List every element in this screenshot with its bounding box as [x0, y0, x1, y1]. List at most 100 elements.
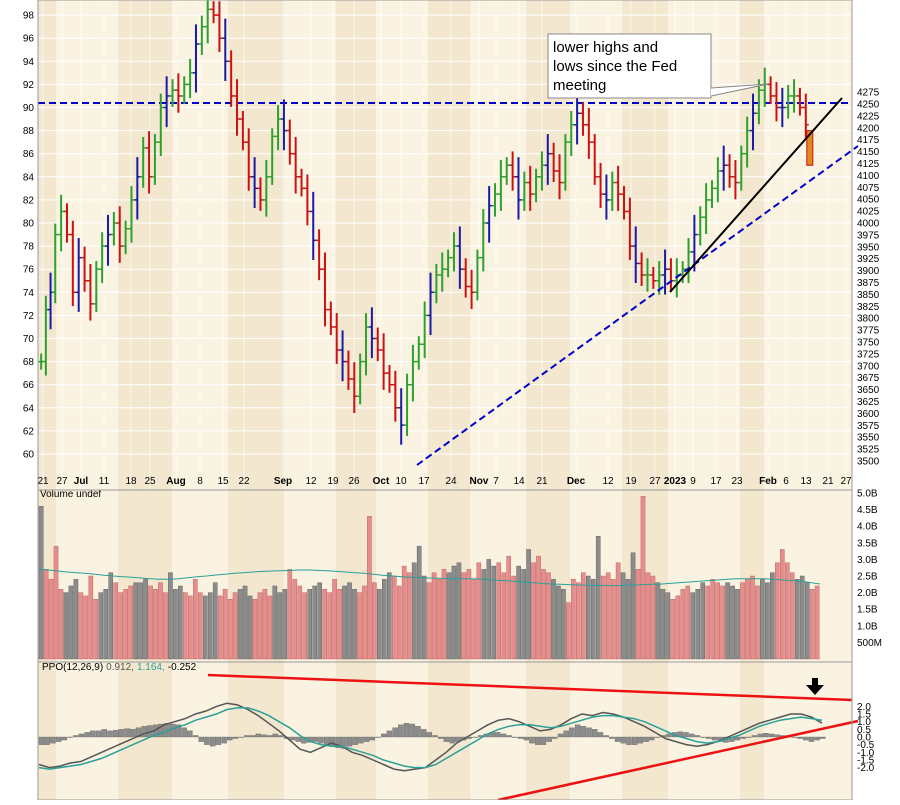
- ppo-histogram-bar: [221, 736, 227, 744]
- ppo-histogram-bar: [552, 736, 558, 739]
- volume-bar: [292, 579, 298, 660]
- x-tick: 12: [305, 476, 317, 487]
- month-stripe: [228, 0, 284, 490]
- volume-bar: [546, 572, 551, 660]
- volume-bar: [387, 572, 392, 660]
- ppo-histogram-bar: [768, 733, 775, 738]
- volume-bar: [541, 569, 546, 660]
- ppo-histogram-bar: [392, 727, 398, 738]
- annotation-pointer: [710, 83, 769, 97]
- month-stripe: [336, 662, 376, 800]
- ppo-histogram-bar: [101, 729, 107, 738]
- volume-bar: [401, 565, 407, 660]
- x-tick: 2023: [664, 476, 687, 487]
- price-y-tick-right: 4050: [857, 195, 880, 206]
- volume-bar: [451, 565, 457, 660]
- ppo-histogram-bar: [432, 735, 438, 738]
- ppo-histogram-bar: [512, 736, 518, 738]
- volume-y-tick: 3.5B: [857, 538, 878, 549]
- volume-bars: [38, 496, 820, 660]
- volume-bar: [585, 575, 591, 660]
- month-stripe: [118, 0, 172, 490]
- ppo-histogram-bar: [124, 728, 130, 738]
- ppo-histogram-bar: [814, 736, 820, 741]
- volume-bar: [168, 572, 173, 660]
- ppo-histogram-bar: [84, 732, 90, 738]
- volume-bar: [809, 589, 815, 660]
- volume-legend: Volume undef: [40, 489, 101, 500]
- x-tick: 6: [783, 476, 789, 487]
- ppo-histogram-bar: [198, 736, 204, 742]
- ppo-histogram-bar: [61, 736, 68, 741]
- volume-y-tick: 500M: [857, 638, 882, 649]
- price-y-tick-right: 3800: [857, 314, 880, 325]
- volume-bar: [561, 589, 566, 660]
- ppo-histogram-bar: [808, 736, 815, 742]
- volume-bar: [93, 599, 99, 660]
- volume-bar: [232, 592, 238, 660]
- volume-bar: [675, 595, 681, 660]
- volume-bar: [740, 582, 745, 660]
- price-y-tick-right: 3625: [857, 397, 880, 408]
- x-tick: 9: [690, 476, 696, 487]
- ppo-histogram-bar: [323, 736, 330, 745]
- ppo-trendline-upper: [207, 673, 853, 702]
- ppo-histogram-bar: [643, 736, 649, 742]
- x-tick: Dec: [567, 476, 586, 487]
- ppo-histogram-bar: [688, 733, 695, 738]
- ppo-histogram-bar: [158, 723, 165, 738]
- price-y-tick-right: 4200: [857, 123, 880, 134]
- volume-bar: [83, 595, 89, 660]
- ppo-histogram-bar: [266, 735, 273, 738]
- ppo-histogram-bar: [187, 730, 193, 738]
- annotation-callout: lower highs and lows since the Fed meeti…: [547, 33, 769, 99]
- annotation-line-1: lower highs and: [553, 39, 658, 56]
- volume-bar: [511, 575, 516, 660]
- volume-y-axis: 500M 1.0B 1.5B 2.0B 2.5B 3.0B 3.5B 4.0B 4.5B 5.0B: [857, 489, 882, 649]
- ppo-histogram-bar: [50, 736, 56, 744]
- volume-bar: [789, 572, 795, 660]
- volume-bar: [794, 579, 800, 660]
- x-tick: Oct: [373, 476, 390, 487]
- volume-bar: [660, 589, 666, 660]
- ppo-histogram-bar: [192, 735, 199, 738]
- volume-bar: [725, 582, 730, 660]
- volume-bar: [655, 582, 661, 660]
- x-tick: 27: [649, 476, 661, 487]
- price-y-tick-right: 3775: [857, 326, 880, 337]
- volume-bar: [178, 585, 183, 660]
- ppo-histogram-bar: [67, 736, 73, 738]
- ppo-histogram-bar: [580, 726, 587, 738]
- ppo-histogram-bar: [700, 736, 706, 738]
- ppo-y-tick: -2.0: [857, 763, 875, 774]
- ppo-histogram-bar: [649, 736, 655, 741]
- price-y-tick-left: 96: [23, 34, 35, 45]
- ppo-histogram-bar: [574, 724, 581, 738]
- ppo-histogram-bar: [141, 726, 147, 738]
- price-y-tick-left: 78: [23, 242, 35, 253]
- ppo-histogram-bar: [181, 727, 187, 738]
- ppo-histogram-bar: [506, 735, 512, 738]
- volume-bar: [526, 549, 531, 660]
- price-y-tick-right: 3525: [857, 445, 880, 456]
- x-tick: 19: [625, 476, 637, 487]
- volume-bar: [536, 555, 541, 660]
- price-y-tick-right: 3550: [857, 433, 880, 444]
- volume-bar: [625, 579, 631, 660]
- price-y-tick-right: 4025: [857, 207, 880, 218]
- price-y-tick-right: 3975: [857, 230, 880, 241]
- ppo-histogram-bar: [654, 736, 661, 738]
- price-y-tick-left: 68: [23, 357, 35, 368]
- ppo-y-axis: -2.0-1.5-1.0-0.50.00.51.01.52.0: [857, 702, 875, 774]
- ppo-histogram-bar: [529, 736, 535, 744]
- ppo-histogram-bar: [170, 723, 176, 738]
- volume-bar: [590, 579, 596, 660]
- x-tick: 7: [493, 476, 499, 487]
- ppo-histogram-bar: [295, 736, 301, 742]
- volume-bar: [471, 579, 477, 660]
- price-y-axis-left: 60 62 64 66 68 70 72 74 76 78 80 82 84 86 88 90 92 94 96 98: [23, 11, 35, 461]
- ppo-y-tick: -1.0: [857, 748, 875, 759]
- price-y-tick-left: 60: [23, 450, 35, 461]
- ppo-histogram-bar: [535, 736, 541, 745]
